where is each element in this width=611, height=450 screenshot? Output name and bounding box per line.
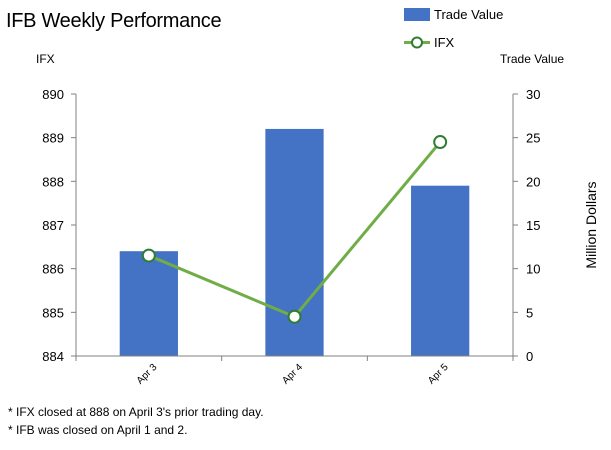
ifx-point-apr-3 <box>141 248 156 263</box>
x-tick-label: Apr 5 <box>426 362 451 387</box>
legend-label-trade-value: Trade Value <box>434 7 504 22</box>
bar-apr-5 <box>411 185 470 356</box>
right-tick-label: 30 <box>526 87 540 102</box>
left-tick-label: 887 <box>42 218 64 233</box>
chart-title: IFB Weekly Performance <box>6 10 222 32</box>
x-tick-label: Apr 3 <box>135 362 160 387</box>
x-tick-label: Apr 4 <box>280 362 305 387</box>
bar-apr-3 <box>119 251 178 356</box>
legend-item-trade-value: Trade Value <box>404 7 503 22</box>
legend-item-ifx: IFX <box>404 35 454 50</box>
right-axis-title: Million Dollars <box>583 181 599 268</box>
legend-bar-swatch <box>404 8 430 21</box>
right-axis-unit-label: Trade Value <box>500 52 565 66</box>
left-tick-label: 888 <box>42 174 64 189</box>
legend-label-ifx: IFX <box>434 35 455 50</box>
left-tick-label: 885 <box>42 305 64 320</box>
ifx-point-apr-4 <box>287 309 302 324</box>
right-tick-label: 10 <box>526 262 540 277</box>
left-tick-label: 890 <box>42 87 64 102</box>
left-axis-unit-label: IFX <box>36 52 55 66</box>
left-tick-label: 884 <box>42 349 64 364</box>
right-tick-label: 0 <box>526 349 533 364</box>
ifx-point-apr-5 <box>433 135 448 150</box>
right-tick-label: 20 <box>526 174 540 189</box>
footnote-1: * IFX closed at 888 on April 3's prior t… <box>8 405 264 419</box>
left-tick-label: 886 <box>42 262 64 277</box>
right-tick-label: 5 <box>526 305 533 320</box>
footnote-2: * IFB was closed on April 1 and 2. <box>8 423 188 437</box>
right-tick-label: 25 <box>526 131 540 146</box>
legend-line-swatch <box>404 36 430 49</box>
left-tick-label: 889 <box>42 131 64 146</box>
right-tick-label: 15 <box>526 218 540 233</box>
